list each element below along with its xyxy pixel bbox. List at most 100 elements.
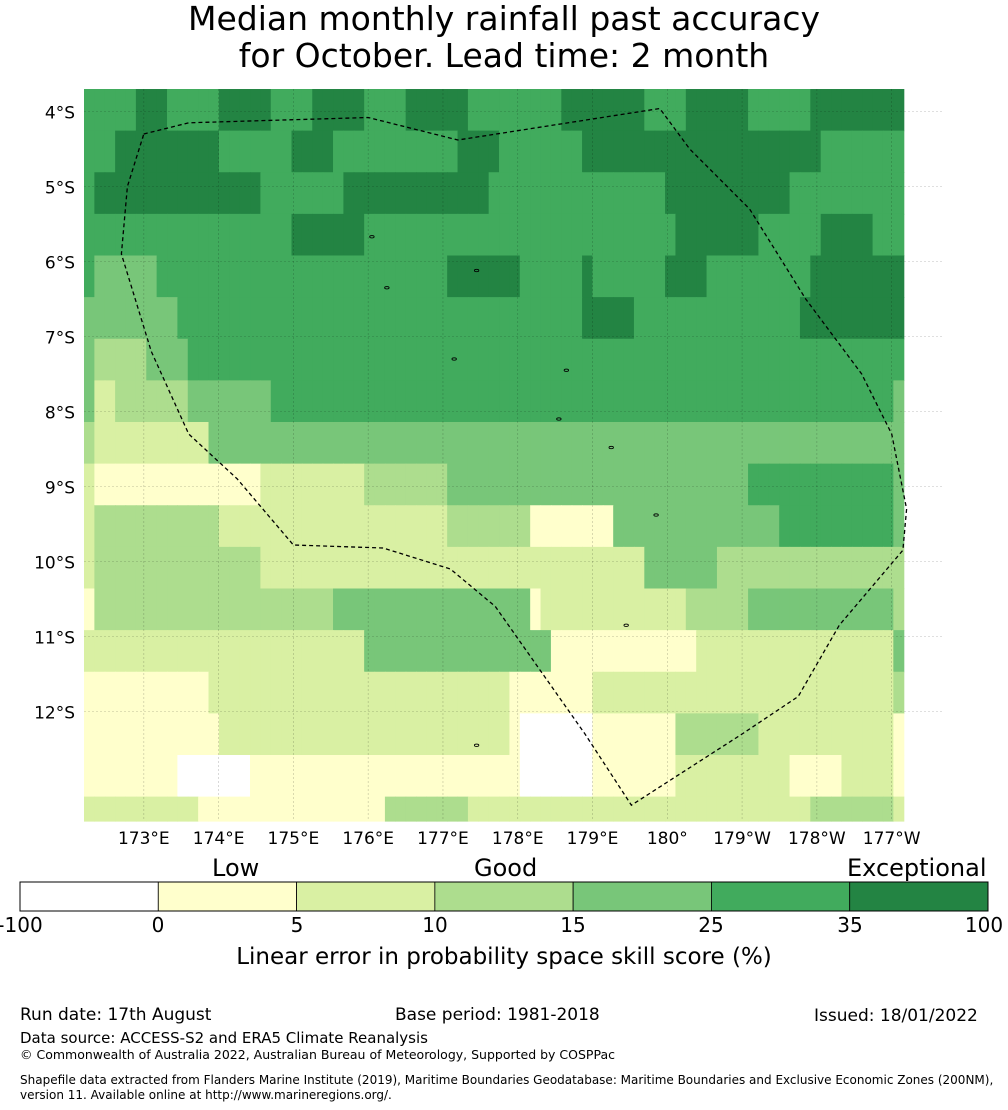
skill-cell (820, 213, 832, 257)
skill-cell (592, 588, 604, 631)
skill-cell (716, 671, 728, 714)
skill-cell (841, 630, 853, 673)
skill-cell (135, 546, 147, 590)
skill-cell (685, 630, 697, 673)
skill-cell (696, 546, 708, 590)
skill-cell (675, 422, 687, 465)
skill-cell (333, 130, 345, 173)
colorbar-bin (434, 881, 574, 912)
skill-cell (447, 796, 459, 822)
skill-cell (831, 380, 843, 423)
skill-cell (789, 380, 801, 423)
skill-cell (198, 755, 210, 798)
skill-cell (602, 505, 614, 548)
longitude-tick-label: 178°W (788, 829, 846, 849)
skill-cell (146, 755, 158, 798)
skill-cell (312, 546, 324, 590)
skill-cell (623, 380, 635, 423)
skill-cell (706, 463, 718, 506)
skill-cell (862, 213, 874, 257)
skill-cell (125, 546, 137, 590)
skill-cell (665, 130, 677, 173)
skill-cell (374, 380, 386, 423)
skill-cell (115, 422, 127, 465)
skill-cell (727, 755, 739, 798)
skill-cell (623, 796, 635, 822)
skill-cell (270, 213, 282, 257)
skill-cell (499, 422, 511, 465)
skill-cell (509, 755, 521, 798)
skill-cell (322, 546, 334, 590)
skill-cell (125, 755, 137, 798)
skill-cell (748, 297, 760, 340)
skill-cell (104, 546, 116, 590)
skill-cell (177, 546, 189, 590)
skill-cell (696, 713, 708, 756)
skill-cell (748, 796, 760, 822)
skill-cell (851, 713, 863, 756)
longitude-tick-label: 177°W (863, 829, 921, 849)
skill-cell (146, 546, 158, 590)
skill-cell (654, 172, 666, 215)
skill-cell (270, 338, 282, 381)
skill-cell (94, 213, 106, 257)
skill-cell (94, 463, 106, 506)
skill-cell (592, 89, 604, 132)
skill-cell (748, 755, 760, 798)
skill-cell (592, 172, 604, 215)
skill-cell (426, 255, 438, 298)
skill-cell (156, 255, 168, 298)
skill-cell (353, 630, 365, 673)
skill-cell (716, 713, 728, 756)
skill-cell (447, 505, 459, 548)
skill-cell (499, 213, 511, 257)
skill-cell (592, 463, 604, 506)
shapefile-credit-line2: version 11. Available online at http://w… (20, 1088, 392, 1102)
skill-cell (675, 172, 687, 215)
skill-cell (208, 671, 220, 714)
skill-cell (208, 463, 220, 506)
skill-cell (146, 588, 158, 631)
skill-cell (831, 713, 843, 756)
skill-cell (104, 89, 116, 132)
skill-cell (768, 463, 780, 506)
skill-cell (291, 380, 303, 423)
skill-cell (706, 713, 718, 756)
skill-cell (177, 671, 189, 714)
skill-cell (654, 89, 666, 132)
skill-cell (457, 505, 469, 548)
skill-cell (84, 89, 95, 132)
skill-cell (675, 297, 687, 340)
skill-cell (343, 213, 355, 257)
skill-cell (405, 796, 417, 822)
skill-cell (281, 130, 293, 173)
skill-cell (810, 546, 822, 590)
skill-cell (623, 130, 635, 173)
skill-cell (343, 255, 355, 298)
skill-cell (84, 422, 95, 465)
skill-cell (820, 255, 832, 298)
skill-cell (436, 422, 448, 465)
skill-cell (436, 297, 448, 340)
skill-cell (198, 713, 210, 756)
skill-cell (592, 130, 604, 173)
skill-cell (104, 630, 116, 673)
skill-cell (789, 546, 801, 590)
copyright: © Commonwealth of Australia 2022, Austra… (20, 1047, 615, 1062)
skill-cell (146, 130, 158, 173)
skill-cell (499, 796, 511, 822)
skill-cell (426, 671, 438, 714)
skill-cell (364, 255, 376, 298)
skill-cell (467, 213, 479, 257)
skill-cell (229, 671, 241, 714)
skill-cell (218, 338, 230, 381)
skill-cell (582, 463, 594, 506)
skill-cell (250, 380, 261, 423)
skill-cell (571, 796, 583, 822)
skill-cell (862, 755, 874, 798)
skill-cell (322, 422, 334, 465)
skill-cell (613, 796, 625, 822)
skill-cell (644, 671, 656, 714)
skill-cell (270, 380, 282, 423)
skill-cell (405, 380, 417, 423)
